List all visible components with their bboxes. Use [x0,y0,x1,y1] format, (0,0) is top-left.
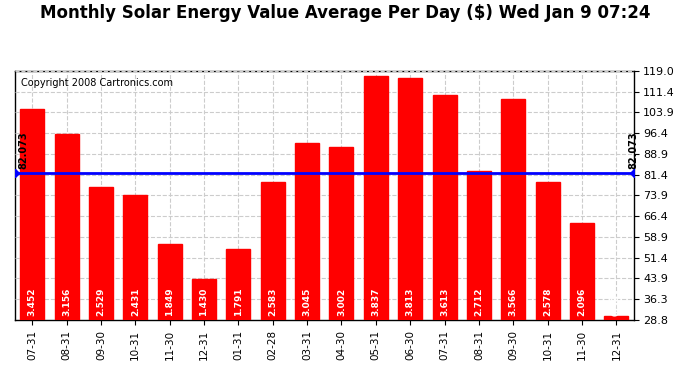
Bar [535,183,560,375]
Text: 3.156: 3.156 [62,288,71,316]
Text: 1.430: 1.430 [199,288,208,316]
Text: 2.583: 2.583 [268,288,277,316]
Text: 1.791: 1.791 [234,287,243,316]
Bar [604,316,629,375]
Text: 3.837: 3.837 [371,287,380,316]
Text: 82.073: 82.073 [629,131,638,169]
Text: Copyright 2008 Cartronics.com: Copyright 2008 Cartronics.com [21,78,173,88]
Bar [157,244,181,375]
Text: 3.813: 3.813 [406,288,415,316]
Text: 2.431: 2.431 [131,287,140,316]
Text: 2.096: 2.096 [578,288,586,316]
Text: 2.712: 2.712 [475,287,484,316]
Text: 1.849: 1.849 [165,287,174,316]
Bar [501,99,525,375]
Bar [226,249,250,375]
Bar [329,147,353,375]
Bar [398,78,422,375]
Text: Monthly Solar Energy Value Average Per Day ($) Wed Jan 9 07:24: Monthly Solar Energy Value Average Per D… [40,4,650,22]
Bar [364,76,388,375]
Bar [89,187,113,375]
Bar [192,279,216,375]
Bar [20,109,44,375]
Bar [295,143,319,375]
Bar [124,195,147,375]
Bar [570,223,594,375]
Bar [55,134,79,375]
Text: 2.529: 2.529 [97,287,106,316]
Text: 3.566: 3.566 [509,288,518,316]
Text: 3.045: 3.045 [303,288,312,316]
Bar [467,171,491,375]
Bar [433,95,457,375]
Text: 2.578: 2.578 [543,287,552,316]
Text: 0.987: 0.987 [612,287,621,316]
Text: 82.073: 82.073 [19,131,28,169]
Text: 3.613: 3.613 [440,288,449,316]
Bar [261,182,285,375]
Text: 3.002: 3.002 [337,288,346,316]
Text: 3.452: 3.452 [28,287,37,316]
